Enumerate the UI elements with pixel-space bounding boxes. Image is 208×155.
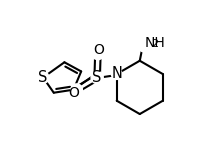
Circle shape [37,72,49,83]
Text: NH: NH [145,36,165,50]
Circle shape [91,71,103,84]
Text: S: S [38,70,48,85]
Circle shape [92,48,104,60]
Text: 2: 2 [151,39,159,49]
Circle shape [111,69,122,79]
Text: O: O [93,43,104,57]
Text: S: S [93,70,102,85]
Text: O: O [68,86,79,100]
Text: N: N [111,66,122,81]
Circle shape [138,37,153,52]
Circle shape [71,84,82,95]
